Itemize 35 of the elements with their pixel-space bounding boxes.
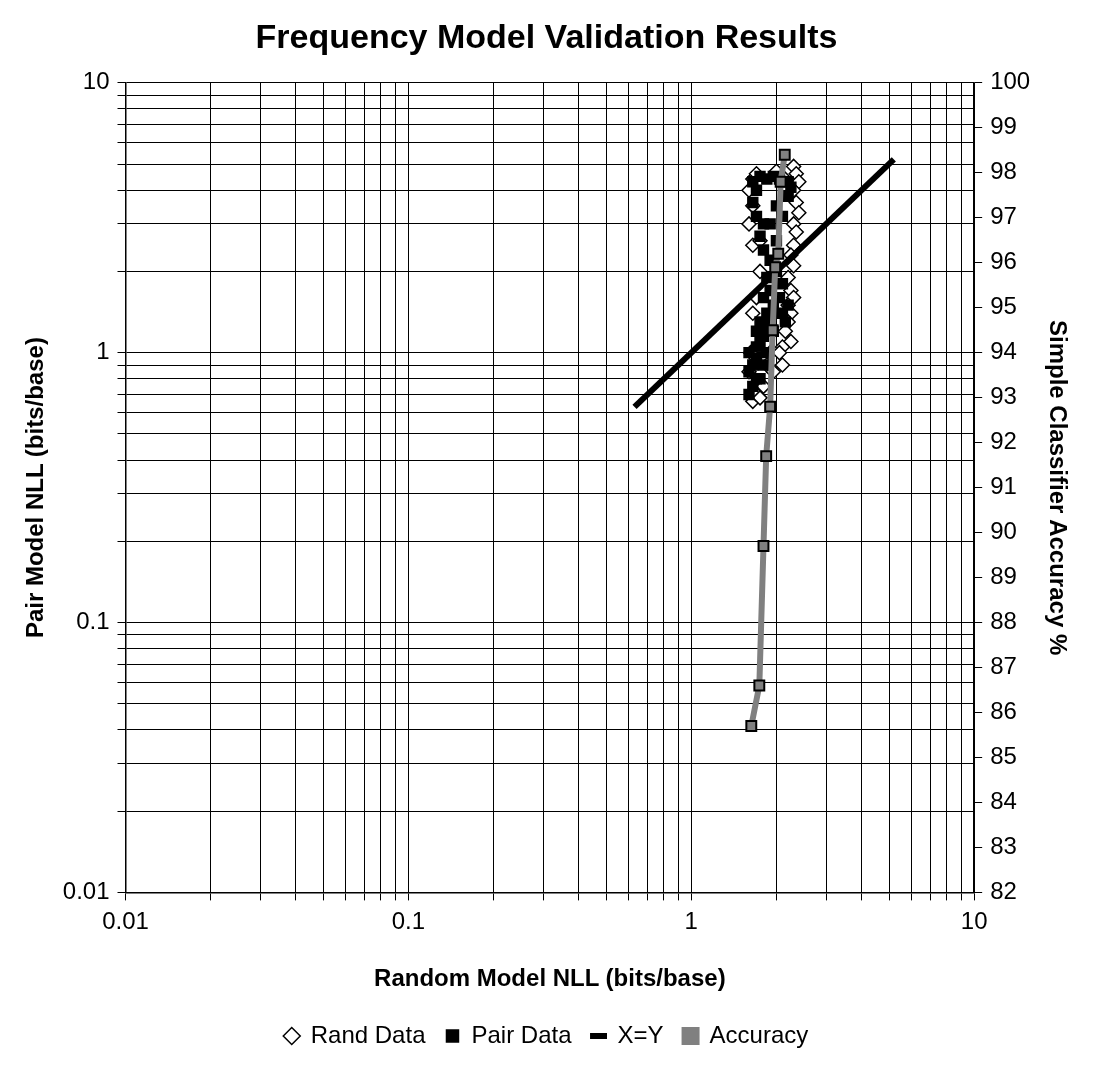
y2-tick-label: 89 (990, 562, 1017, 590)
chart-title: Frequency Model Validation Results (255, 16, 838, 55)
y2-tick-label: 99 (990, 112, 1017, 140)
y2-tick-label: 82 (990, 877, 1017, 905)
y2-tick-label: 90 (990, 517, 1017, 545)
x-tick-label: 10 (960, 907, 988, 935)
x-tick-label: 0.1 (391, 907, 426, 935)
y-tick-label: 0.1 (76, 607, 110, 635)
y2-tick-label: 83 (990, 832, 1017, 860)
y2-tick-label: 88 (990, 607, 1017, 635)
x-tick-label: 0.01 (102, 907, 149, 935)
y-tick-label: 1 (96, 337, 110, 365)
y2-tick-label: 84 (990, 787, 1017, 815)
legend-label: X=Y (617, 1020, 664, 1048)
y2-axis-title: Simple Classifier Accuracy % (1044, 319, 1072, 656)
y2-tick-label: 93 (990, 382, 1017, 410)
y-tick-label: 0.01 (62, 877, 110, 905)
legend-label: Rand Data (310, 1020, 427, 1048)
y2-tick-label: 97 (990, 202, 1017, 230)
y2-tick-label: 85 (990, 742, 1017, 770)
y2-tick-label: 92 (990, 427, 1017, 455)
y2-tick-label: 91 (990, 472, 1017, 500)
legend-label: Accuracy (709, 1020, 809, 1048)
y2-tick-label: 86 (990, 697, 1017, 725)
y-axis-title: Pair Model NLL (bits/base) (21, 337, 49, 639)
y2-tick-label: 100 (990, 67, 1031, 95)
legend-label: Pair Data (471, 1020, 573, 1048)
y2-tick-label: 94 (990, 337, 1017, 365)
y2-tick-label: 98 (990, 157, 1017, 185)
x-axis-title: Random Model NLL (bits/base) (374, 964, 726, 992)
y2-tick-label: 87 (990, 652, 1017, 680)
x-tick-label: 1 (684, 907, 698, 935)
y2-tick-label: 96 (990, 247, 1017, 275)
y2-tick-label: 95 (990, 292, 1017, 320)
y-tick-label: 10 (82, 67, 110, 95)
